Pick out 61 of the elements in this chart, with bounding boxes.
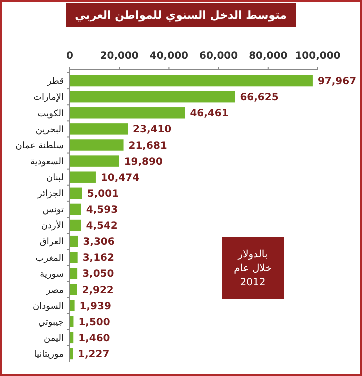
bar [70, 108, 186, 119]
y-tick-label: اليمن [44, 334, 64, 344]
chart-title: متوسط الدخل السنوي للمواطن العربي [75, 8, 287, 22]
bar [70, 252, 78, 264]
bar [70, 268, 78, 280]
x-tick-label: 80,000 [249, 51, 288, 62]
y-tick-label: البحرين [36, 125, 64, 136]
bar [70, 332, 74, 344]
data-label: 19,890 [124, 156, 163, 168]
y-tick-label: تونس [42, 206, 64, 216]
data-label: 10,474 [100, 172, 140, 184]
bar [70, 300, 75, 312]
y-tick-label: الأردن [41, 220, 64, 232]
y-tick-label: المغرب [36, 254, 64, 264]
data-label: 1,500 [78, 317, 110, 328]
bar [70, 156, 120, 167]
y-tick-label: العراق [40, 238, 64, 248]
data-label: 4,542 [86, 221, 118, 232]
y-tick-label: مصر [45, 286, 64, 296]
data-label: 66,625 [240, 92, 279, 104]
bar [70, 220, 82, 232]
x-tick-label: 40,000 [150, 51, 189, 62]
bar [70, 91, 236, 103]
bar [70, 140, 124, 151]
bar [70, 75, 313, 87]
data-label: 1,227 [78, 349, 110, 360]
bar [70, 188, 82, 200]
data-label: 21,681 [128, 140, 168, 152]
data-label: 3,306 [83, 237, 115, 248]
data-label: 1,939 [80, 301, 112, 312]
y-tick-label: سورية [40, 270, 64, 280]
bar [70, 316, 74, 328]
y-tick-label: الكويت [38, 109, 64, 120]
x-tick-label: 60,000 [200, 51, 238, 62]
bar [70, 124, 128, 135]
data-label: 1,460 [78, 333, 110, 344]
data-label: 5,001 [87, 188, 120, 200]
data-label: 2,922 [82, 285, 114, 296]
data-label: 3,162 [82, 253, 115, 264]
bar [70, 348, 74, 360]
y-tick-label: الإمارات [33, 93, 64, 104]
y-tick-label: موريتانيا [34, 350, 64, 360]
y-tick-label: جيبوتي [38, 318, 64, 328]
y-tick-label: السعودية [30, 157, 64, 168]
bar [70, 236, 78, 248]
x-tick-label: 0 [66, 51, 74, 62]
y-tick-label: لبنان [46, 174, 64, 184]
x-tick-label: 20,000 [100, 51, 139, 62]
y-tick-label: سلطنة عمان [16, 141, 64, 152]
data-label: 46,461 [190, 108, 229, 120]
y-tick-label: الجزائر [37, 190, 64, 200]
bar [70, 172, 96, 183]
data-label: 4,593 [86, 204, 118, 216]
y-tick-label: السودان [32, 302, 64, 312]
bar [70, 284, 78, 296]
data-label: 3,050 [82, 269, 114, 280]
data-label: 97,967 [318, 76, 357, 88]
y-tick-label: قطر [46, 77, 64, 88]
data-label: 23,410 [133, 124, 172, 136]
bar [70, 204, 82, 216]
x-tick-label: 100,000 [295, 51, 341, 62]
